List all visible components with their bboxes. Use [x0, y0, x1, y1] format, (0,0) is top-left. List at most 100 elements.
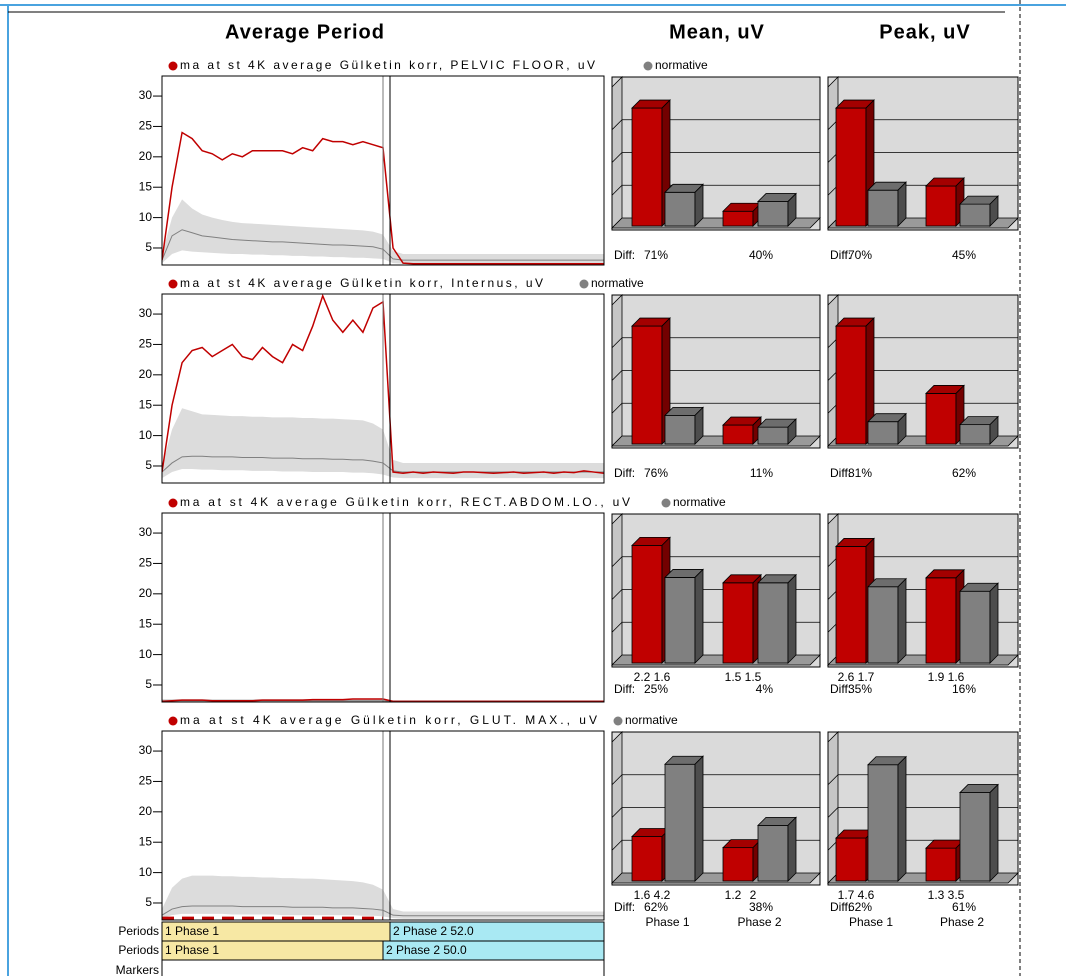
bar-front [959, 203, 991, 227]
bar-front [757, 201, 789, 227]
bar-front [867, 586, 899, 664]
value-label: 1.2 [725, 888, 742, 902]
bar-side [787, 573, 797, 664]
legend-dot [643, 61, 653, 71]
bar-side [897, 412, 907, 445]
diff-value: 38% [749, 900, 773, 914]
bar-wall-line [611, 556, 820, 568]
legend-label: ma at st 4K average Gülketin korr, GLUT.… [180, 713, 597, 727]
diff-label: Diff: [614, 466, 635, 480]
bar-wall-line [611, 184, 820, 196]
y-tick-label: 20 [139, 367, 153, 381]
legend-label: normative [591, 276, 644, 290]
bar-side-wall [611, 294, 623, 447]
bar-side [897, 181, 907, 227]
bar-side [897, 577, 907, 664]
diff-value: 16% [952, 682, 976, 696]
bar-front [722, 582, 754, 664]
bar-frame [611, 513, 821, 668]
header: Mean, uV [669, 21, 765, 43]
y-tick-label: 20 [139, 586, 153, 600]
x-category: Phase 2 [737, 915, 781, 929]
bar-frame [611, 294, 821, 449]
bar-front [867, 189, 899, 227]
markers-row [161, 959, 605, 976]
value-label: 1.5 [745, 670, 762, 684]
legend-dot [613, 716, 623, 726]
bar-side [989, 415, 999, 445]
diff-value: 81% [848, 466, 872, 480]
y-tick-label: 5 [145, 240, 152, 254]
period-text: 2 Phase 2 50.0 [386, 943, 467, 957]
bar-wall-line [611, 807, 820, 818]
bar-front [757, 426, 789, 445]
diff-value: 70% [848, 248, 872, 262]
y-tick-label: 15 [139, 616, 153, 630]
value-label: 1.9 [928, 670, 945, 684]
y-tick-label: 30 [139, 306, 153, 320]
diff-value: 61% [952, 900, 976, 914]
bar-frame [827, 513, 1019, 668]
bar-front [664, 414, 696, 445]
bar-frame [827, 294, 1019, 449]
bar-side-wall [611, 731, 623, 884]
bar-side-wall [611, 76, 623, 229]
y-tick-label: 5 [145, 895, 152, 909]
legend-dot [168, 498, 178, 508]
legend-label: normative [655, 58, 708, 72]
value-label: 1.5 [725, 670, 742, 684]
diff-value: 62% [848, 900, 872, 914]
bar-front [631, 836, 663, 882]
y-tick-label: 10 [139, 865, 153, 879]
diff-label: Diff: [614, 682, 635, 696]
bar-front [631, 325, 663, 445]
normative-band [162, 199, 604, 264]
bar-front [959, 424, 991, 445]
bar-front [757, 825, 789, 882]
bar-wall-line [611, 402, 820, 414]
periods-label: Periods [118, 943, 159, 957]
x-category: Phase 2 [940, 915, 984, 929]
value-label: 2.2 [634, 670, 651, 684]
bar-side [694, 755, 704, 882]
plot-frame [161, 512, 605, 703]
y-tick-label: 15 [139, 397, 153, 411]
value-label: 1.3 [928, 888, 945, 902]
bar-side [897, 755, 907, 882]
value-label: 3.5 [948, 888, 965, 902]
bar-frame [827, 76, 1019, 231]
bar-wall-line [611, 370, 820, 381]
value-label: 4.2 [654, 888, 671, 902]
diff-label: Diff: [830, 682, 851, 696]
bar-front [925, 577, 957, 664]
legend-dot [579, 279, 589, 289]
plot-frame [161, 293, 605, 484]
bar-wall-line [611, 774, 820, 786]
plot-frame [161, 75, 605, 266]
bar-side [787, 816, 797, 882]
y-tick-label: 20 [139, 804, 153, 818]
y-tick-label: 30 [139, 88, 153, 102]
y-tick-label: 25 [139, 337, 153, 351]
bar-front [867, 764, 899, 882]
legend-dot [168, 716, 178, 726]
legend-label: normative [625, 713, 678, 727]
bar-front [722, 424, 754, 445]
bar-frame [827, 731, 1019, 886]
y-tick-label: 30 [139, 525, 153, 539]
bar-side [694, 406, 704, 445]
diff-value: 62% [644, 900, 668, 914]
header: Average Period [225, 21, 385, 43]
bar-front [757, 582, 789, 664]
diff-value: 25% [644, 682, 668, 696]
bar-frame [611, 731, 821, 886]
period-text: 1 Phase 1 [165, 924, 219, 938]
y-tick-label: 15 [139, 834, 153, 848]
diff-value: 62% [952, 466, 976, 480]
bar-front [835, 325, 867, 445]
bar-front [664, 577, 696, 664]
y-tick-label: 25 [139, 774, 153, 788]
diff-value: 11% [750, 466, 773, 480]
value-label: 1.6 [634, 888, 651, 902]
